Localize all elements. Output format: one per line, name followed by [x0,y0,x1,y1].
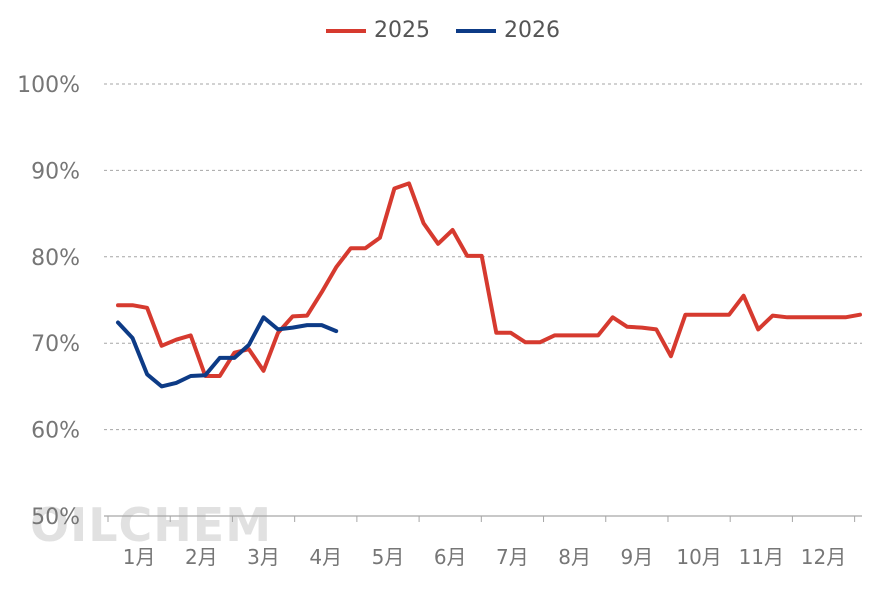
y-tick-label: 70% [31,332,80,357]
x-tick-label: 6月 [434,545,467,569]
x-tick-label: 11月 [739,545,784,569]
x-tick-label: 4月 [309,545,342,569]
series-layer [116,181,862,389]
legend: 2025 2026 [0,18,886,43]
y-tick-label: 60% [31,419,80,444]
series-line-2026 [116,315,339,389]
x-tick-label: 5月 [372,545,405,569]
legend-label-2026: 2026 [504,18,560,43]
x-tick-label: 7月 [496,545,529,569]
x-tick-label: 12月 [801,545,846,569]
legend-swatch-2026 [456,28,496,33]
x-tick-label: 8月 [558,545,591,569]
y-tick-label: 90% [31,159,80,184]
legend-item-2025: 2025 [326,18,430,43]
watermark-text: OILCHEM [30,498,272,552]
series-line-2025 [116,181,862,378]
y-tick-label: 100% [17,73,80,98]
x-tick-label: 9月 [620,545,653,569]
y-tick-label: 50% [31,505,80,530]
legend-label-2025: 2025 [374,18,430,43]
x-tick-label: 3月 [247,545,280,569]
x-tick-label: 2月 [185,545,218,569]
x-tick-label: 10月 [676,545,721,569]
x-tick-label: 1月 [123,545,156,569]
axis-layer [104,515,862,522]
legend-item-2026: 2026 [456,18,560,43]
label-layer: 50% 60% 70% 80% 90% 100% 1月 2月 3月 4月 5月 6月 7月 8月 9月 10月… [17,73,846,569]
legend-swatch-2025 [326,28,366,33]
y-tick-label: 80% [31,246,80,271]
